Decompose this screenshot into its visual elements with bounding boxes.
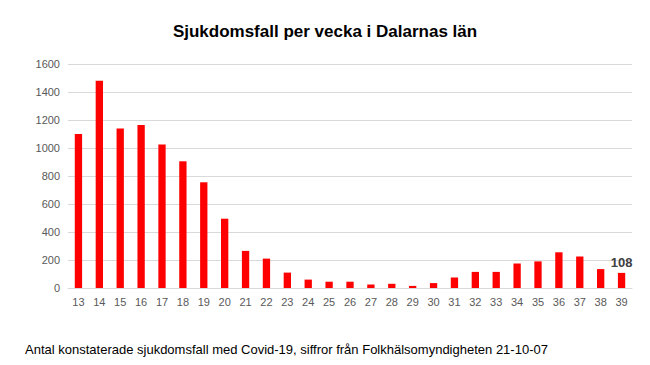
svg-text:32: 32 bbox=[469, 296, 481, 308]
svg-text:21: 21 bbox=[239, 296, 251, 308]
svg-text:16: 16 bbox=[135, 296, 147, 308]
svg-text:23: 23 bbox=[281, 296, 293, 308]
svg-text:Antal konstaterade sjukdomsfal: Antal konstaterade sjukdomsfall med Covi… bbox=[25, 342, 548, 357]
svg-text:24: 24 bbox=[302, 296, 314, 308]
svg-text:36: 36 bbox=[553, 296, 565, 308]
svg-text:19: 19 bbox=[198, 296, 210, 308]
svg-text:108: 108 bbox=[611, 255, 633, 270]
svg-text:18: 18 bbox=[177, 296, 189, 308]
svg-text:37: 37 bbox=[574, 296, 586, 308]
svg-text:400: 400 bbox=[42, 226, 60, 238]
svg-text:33: 33 bbox=[490, 296, 502, 308]
svg-text:22: 22 bbox=[260, 296, 272, 308]
svg-text:13: 13 bbox=[72, 296, 84, 308]
svg-text:28: 28 bbox=[386, 296, 398, 308]
svg-text:38: 38 bbox=[595, 296, 607, 308]
svg-text:17: 17 bbox=[156, 296, 168, 308]
svg-text:35: 35 bbox=[532, 296, 544, 308]
svg-text:29: 29 bbox=[407, 296, 419, 308]
svg-text:0: 0 bbox=[54, 282, 60, 294]
svg-text:31: 31 bbox=[448, 296, 460, 308]
svg-text:14: 14 bbox=[93, 296, 105, 308]
svg-text:800: 800 bbox=[42, 170, 60, 182]
svg-text:200: 200 bbox=[42, 254, 60, 266]
svg-text:27: 27 bbox=[365, 296, 377, 308]
svg-text:1000: 1000 bbox=[36, 142, 60, 154]
svg-text:39: 39 bbox=[615, 296, 627, 308]
svg-text:26: 26 bbox=[344, 296, 356, 308]
svg-text:20: 20 bbox=[219, 296, 231, 308]
svg-text:Sjukdomsfall per vecka i Dalar: Sjukdomsfall per vecka i Dalarnas län bbox=[173, 22, 477, 41]
svg-text:1200: 1200 bbox=[36, 114, 60, 126]
svg-text:1600: 1600 bbox=[36, 58, 60, 70]
svg-text:34: 34 bbox=[511, 296, 523, 308]
svg-text:1400: 1400 bbox=[36, 86, 60, 98]
svg-text:15: 15 bbox=[114, 296, 126, 308]
svg-text:30: 30 bbox=[427, 296, 439, 308]
svg-text:25: 25 bbox=[323, 296, 335, 308]
svg-text:600: 600 bbox=[42, 198, 60, 210]
